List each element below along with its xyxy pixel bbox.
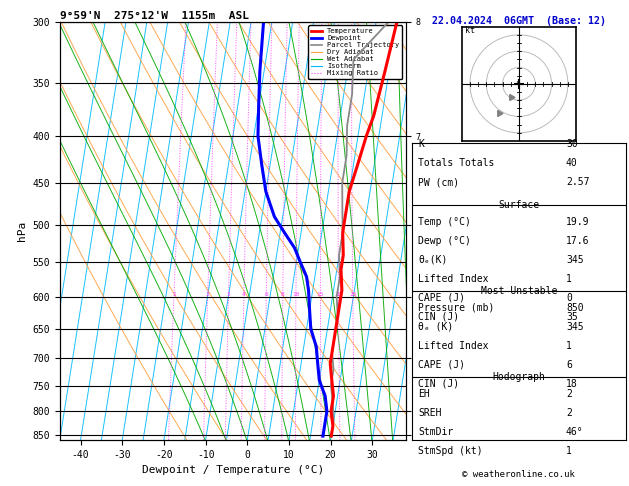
Text: 40: 40 — [566, 158, 577, 168]
Text: 1: 1 — [172, 292, 175, 297]
Text: LCL: LCL — [411, 432, 427, 441]
Text: SREH: SREH — [418, 408, 442, 417]
Text: 1: 1 — [566, 446, 572, 455]
Text: 46°: 46° — [566, 427, 584, 436]
X-axis label: Dewpoint / Temperature (°C): Dewpoint / Temperature (°C) — [142, 465, 324, 475]
Y-axis label: hPa: hPa — [17, 221, 27, 241]
Text: Temp (°C): Temp (°C) — [418, 217, 471, 226]
Text: Lifted Index: Lifted Index — [418, 341, 489, 350]
Text: 2: 2 — [566, 389, 572, 399]
Text: 10: 10 — [292, 292, 299, 297]
Text: 30: 30 — [566, 139, 577, 149]
Text: 25: 25 — [349, 292, 357, 297]
Text: 850: 850 — [566, 303, 584, 312]
Text: kt: kt — [465, 26, 475, 35]
Text: Lifted Index: Lifted Index — [418, 274, 489, 284]
Text: 9°59'N  275°12'W  1155m  ASL: 9°59'N 275°12'W 1155m ASL — [60, 11, 248, 21]
Text: Most Unstable: Most Unstable — [481, 286, 557, 295]
Text: Hodograph: Hodograph — [493, 371, 545, 382]
Text: 0: 0 — [566, 293, 572, 303]
Text: CAPE (J): CAPE (J) — [418, 293, 465, 303]
Legend: Temperature, Dewpoint, Parcel Trajectory, Dry Adiabat, Wet Adiabat, Isotherm, Mi: Temperature, Dewpoint, Parcel Trajectory… — [308, 25, 402, 79]
Text: EH: EH — [418, 389, 430, 399]
Text: 2: 2 — [566, 408, 572, 417]
Text: StmSpd (kt): StmSpd (kt) — [418, 446, 483, 455]
Text: 20: 20 — [335, 292, 342, 297]
Text: CAPE (J): CAPE (J) — [418, 360, 465, 369]
Text: θₑ(K): θₑ(K) — [418, 255, 448, 264]
Text: K: K — [418, 139, 425, 149]
Y-axis label: km
ASL: km ASL — [423, 222, 445, 240]
Text: PW (cm): PW (cm) — [418, 177, 460, 187]
Text: 22.04.2024  06GMT  (Base: 12): 22.04.2024 06GMT (Base: 12) — [432, 16, 606, 26]
Text: 6: 6 — [566, 360, 572, 369]
Text: Totals Totals: Totals Totals — [418, 158, 495, 168]
Text: © weatheronline.co.uk: © weatheronline.co.uk — [462, 469, 576, 479]
Text: 35: 35 — [566, 312, 577, 322]
Text: Dewp (°C): Dewp (°C) — [418, 236, 471, 245]
Text: 19.9: 19.9 — [566, 217, 589, 226]
Text: 17.6: 17.6 — [566, 236, 589, 245]
Text: 4: 4 — [242, 292, 246, 297]
Text: θₑ (K): θₑ (K) — [418, 322, 454, 331]
Text: 15: 15 — [317, 292, 324, 297]
Text: 18: 18 — [566, 379, 577, 388]
Text: StmDir: StmDir — [418, 427, 454, 436]
Text: 1: 1 — [566, 274, 572, 284]
Text: 6: 6 — [264, 292, 268, 297]
Text: Pressure (mb): Pressure (mb) — [418, 303, 495, 312]
Text: 345: 345 — [566, 322, 584, 331]
Text: 8: 8 — [281, 292, 285, 297]
Text: 345: 345 — [566, 255, 584, 264]
Text: 2.57: 2.57 — [566, 177, 589, 187]
Text: Surface: Surface — [498, 200, 540, 209]
Text: 3: 3 — [226, 292, 230, 297]
Text: 2: 2 — [206, 292, 209, 297]
Text: CIN (J): CIN (J) — [418, 379, 460, 388]
Text: CIN (J): CIN (J) — [418, 312, 460, 322]
Text: 1: 1 — [566, 341, 572, 350]
